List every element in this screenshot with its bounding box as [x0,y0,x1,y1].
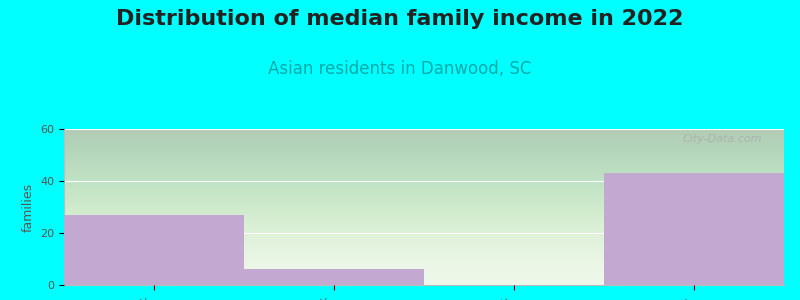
Text: Distribution of median family income in 2022: Distribution of median family income in … [116,9,684,29]
Text: Asian residents in Danwood, SC: Asian residents in Danwood, SC [268,60,532,78]
Text: City-Data.com: City-Data.com [683,134,762,144]
Bar [604,173,784,285]
Y-axis label: families: families [22,182,34,232]
Bar [64,215,244,285]
Bar [244,269,424,285]
